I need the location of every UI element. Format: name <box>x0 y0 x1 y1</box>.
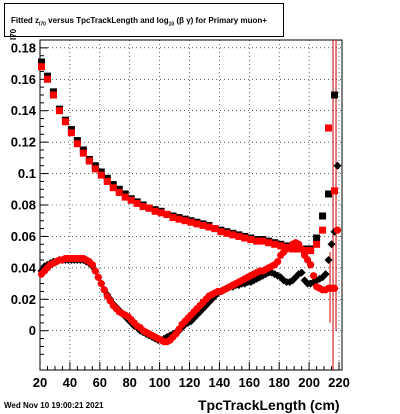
series <box>37 58 342 346</box>
x-tick-labels: 20 40 60 80 100 120 140 160 180 200 220 <box>33 375 350 390</box>
series-red-circle <box>37 226 342 346</box>
data-point <box>187 218 195 226</box>
y-tick-label: 0 <box>29 323 36 338</box>
data-point <box>88 261 96 269</box>
data-point <box>67 129 75 137</box>
data-point <box>157 209 165 217</box>
data-point <box>100 286 108 294</box>
y-tick-label: 0.1 <box>18 166 36 181</box>
y-tick-label: 0.06 <box>11 229 36 244</box>
data-point <box>49 91 57 99</box>
data-point <box>79 149 87 157</box>
y-tick-label: 0.16 <box>11 72 36 87</box>
data-point <box>211 225 219 233</box>
data-point <box>115 188 123 196</box>
x-tick-label: 220 <box>328 375 350 390</box>
y-tick-labels: 0 0.02 0.04 0.06 0.08 0.1 0.12 0.14 0.16 0.18 <box>11 40 37 338</box>
data-point <box>330 284 339 292</box>
data-point <box>324 256 333 264</box>
data-point <box>205 223 213 231</box>
data-point <box>97 279 105 288</box>
x-tick-label: 120 <box>179 375 201 390</box>
data-point <box>55 107 63 115</box>
data-point <box>325 124 333 132</box>
x-tick-label: 180 <box>268 375 290 390</box>
data-point <box>199 221 207 229</box>
data-point <box>265 239 273 247</box>
data-point <box>247 236 255 244</box>
data-point <box>217 228 225 236</box>
data-point <box>321 270 330 279</box>
data-point <box>91 267 99 275</box>
y-tick-label: 0.02 <box>11 292 36 307</box>
y-tick-label: 0.08 <box>11 198 36 213</box>
data-point <box>193 220 201 228</box>
data-point <box>253 237 261 245</box>
data-point <box>223 229 231 237</box>
data-point <box>319 212 327 220</box>
data-point <box>309 272 318 280</box>
data-point <box>97 171 105 179</box>
data-point <box>133 199 141 207</box>
data-point <box>94 273 102 281</box>
x-tick-label: 20 <box>33 375 47 390</box>
data-point <box>271 240 279 248</box>
data-point <box>274 257 282 266</box>
data-point <box>37 58 45 66</box>
x-tick-label: 80 <box>122 375 136 390</box>
y-tick-label: 0.04 <box>11 260 37 275</box>
data-point <box>103 177 111 185</box>
data-point <box>43 75 51 83</box>
data-point <box>61 118 69 126</box>
x-tick-label: 160 <box>238 375 260 390</box>
data-point <box>139 203 147 211</box>
data-point <box>333 226 342 234</box>
data-point <box>151 207 159 215</box>
data-point <box>163 210 171 218</box>
x-tick-label: 200 <box>298 375 320 390</box>
data-point <box>307 261 315 269</box>
data-point <box>241 234 249 242</box>
data-point <box>277 242 285 250</box>
x-tick-label: 140 <box>209 375 231 390</box>
data-point <box>325 190 333 198</box>
data-point <box>327 240 336 249</box>
footer-date: Wed Nov 10 19:00:21 2021 <box>4 401 104 410</box>
data-point <box>229 231 237 239</box>
data-point <box>313 240 321 248</box>
data-point <box>333 161 342 170</box>
data-point <box>91 165 99 173</box>
data-point <box>297 268 306 277</box>
data-point <box>85 157 93 165</box>
y-tick-label: 0.12 <box>11 135 36 150</box>
data-point <box>145 204 153 212</box>
x-tick-label: 40 <box>63 375 77 390</box>
data-point <box>331 187 339 195</box>
data-point <box>331 91 339 99</box>
data-point <box>175 215 183 223</box>
data-point <box>121 193 129 201</box>
y-tick-label: 0.18 <box>11 40 36 55</box>
x-tick-label: 60 <box>93 375 107 390</box>
data-point <box>259 237 267 245</box>
data-point <box>169 214 177 222</box>
data-point <box>127 196 135 204</box>
y-axis-title: I70 <box>9 28 18 40</box>
x-axis-title: TpcTrackLength (cm) <box>198 397 340 413</box>
title-box: Fitted zI70 versus TpcTrackLength and lo… <box>4 3 284 37</box>
data-point <box>307 247 315 255</box>
x-tick-label: 100 <box>149 375 171 390</box>
data-point <box>235 232 243 240</box>
data-point <box>73 140 81 148</box>
data-point <box>319 226 327 234</box>
data-point <box>313 234 321 242</box>
data-point <box>37 63 45 71</box>
data-point <box>298 245 306 253</box>
y-tick-label: 0.14 <box>11 103 37 118</box>
data-point <box>109 184 117 192</box>
data-point <box>181 217 189 225</box>
chart-title: Fitted zI70 versus TpcTrackLength and lo… <box>11 16 267 28</box>
